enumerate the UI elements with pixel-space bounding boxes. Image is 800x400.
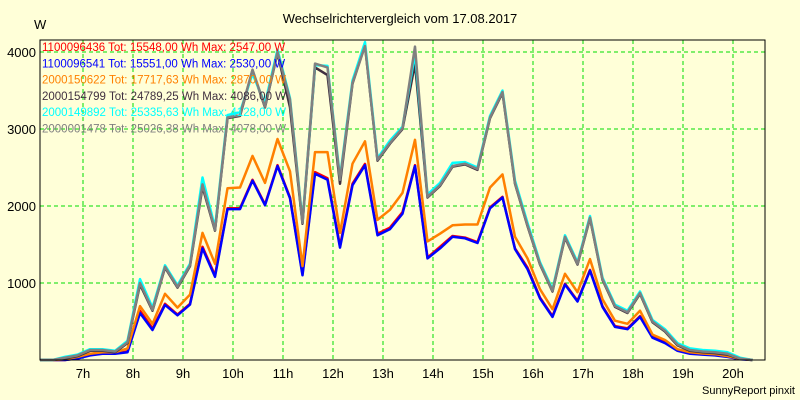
y-tick-label: 3000 xyxy=(7,122,36,137)
x-tick-label: 12h xyxy=(322,366,344,381)
legend-entry-2000001478: 2000001478 Tot: 25026,38 Wh Max: 4078,00… xyxy=(42,124,286,136)
y-axis-label: W xyxy=(34,17,47,32)
x-tick-label: 14h xyxy=(422,366,444,381)
x-tick-label: 8h xyxy=(126,366,140,381)
series-line-2000150622 xyxy=(40,137,753,362)
x-tick-label: 11h xyxy=(273,366,294,381)
legend-entry-2000149892: 2000149892 Tot: 25335,63 Wh Max: 4128,00… xyxy=(42,107,286,119)
series-line-2000001478 xyxy=(40,44,753,362)
x-tick-label: 16h xyxy=(522,366,544,381)
axis-ticks: 7h 8h 9h 10h 11h 12h 13h 14h 15h 16h 17h 18h 19h 20h 1… xyxy=(7,45,744,381)
legend-entry-2000154799: 2000154799 Tot: 24789,25 Wh Max: 4086,00… xyxy=(42,91,286,103)
chart-title: Wechselrichtervergleich vom 17.08.2017 xyxy=(283,11,518,26)
grid-lines xyxy=(40,40,765,360)
legend-entry-2000150622: 2000150622 Tot: 17717,63 Wh Max: 2870,00… xyxy=(42,75,286,87)
x-tick-label: 20h xyxy=(722,366,744,381)
series-line-1100096541 xyxy=(40,163,753,362)
series-line-1100096436 xyxy=(40,162,753,362)
plot-frame xyxy=(39,39,766,361)
legend: 1100096436 Tot: 15548,00 Wh Max: 2547,00… xyxy=(42,42,286,136)
x-tick-label: 18h xyxy=(622,366,644,381)
x-tick-label: 15h xyxy=(472,366,494,381)
legend-entry-1100096436: 1100096436 Tot: 15548,00 Wh Max: 2547,00… xyxy=(42,42,285,54)
legend-entry-1100096541: 1100096541 Tot: 15551,00 Wh Max: 2530,00… xyxy=(42,58,285,70)
x-tick-label: 10h xyxy=(222,366,244,381)
x-tick-label: 17h xyxy=(572,366,594,381)
y-tick-label: 2000 xyxy=(7,199,36,214)
x-tick-label: 7h xyxy=(76,366,90,381)
series-lines xyxy=(40,40,753,362)
footer-credit: SunnyReport pinxit xyxy=(702,385,795,397)
x-tick-label: 19h xyxy=(672,366,694,381)
x-tick-label: 9h xyxy=(176,366,190,381)
y-tick-label: 1000 xyxy=(7,276,36,291)
y-tick-label: 4000 xyxy=(7,45,36,60)
x-tick-label: 13h xyxy=(372,366,394,381)
